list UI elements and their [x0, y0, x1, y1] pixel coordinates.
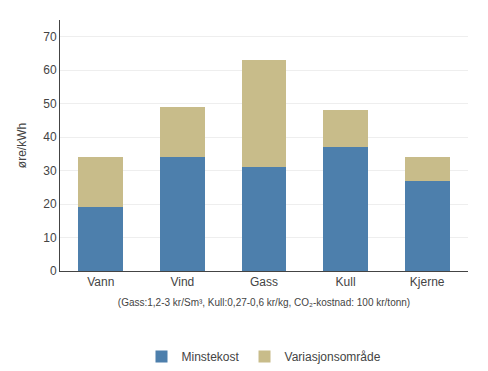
- svg-text:40: 40: [43, 130, 57, 144]
- svg-text:Minstekost: Minstekost: [182, 350, 240, 364]
- svg-text:0: 0: [50, 264, 57, 278]
- svg-text:øre/kWh: øre/kWh: [15, 123, 29, 168]
- svg-text:70: 70: [43, 30, 57, 44]
- svg-text:Variasjonsområde: Variasjonsområde: [285, 350, 381, 364]
- svg-text:Gass: Gass: [250, 275, 278, 289]
- svg-text:20: 20: [43, 197, 57, 211]
- svg-text:(Gass:1,2-3 kr/Sm³, Kull:0,27-: (Gass:1,2-3 kr/Sm³, Kull:0,27-0,6 kr/kg,…: [118, 297, 410, 308]
- svg-text:30: 30: [43, 164, 57, 178]
- svg-text:Vind: Vind: [170, 275, 194, 289]
- svg-text:Kull: Kull: [336, 275, 356, 289]
- svg-text:10: 10: [43, 231, 57, 245]
- svg-text:Kjerne: Kjerne: [410, 275, 445, 289]
- svg-text:50: 50: [43, 97, 57, 111]
- svg-text:Vann: Vann: [87, 275, 114, 289]
- svg-text:60: 60: [43, 63, 57, 77]
